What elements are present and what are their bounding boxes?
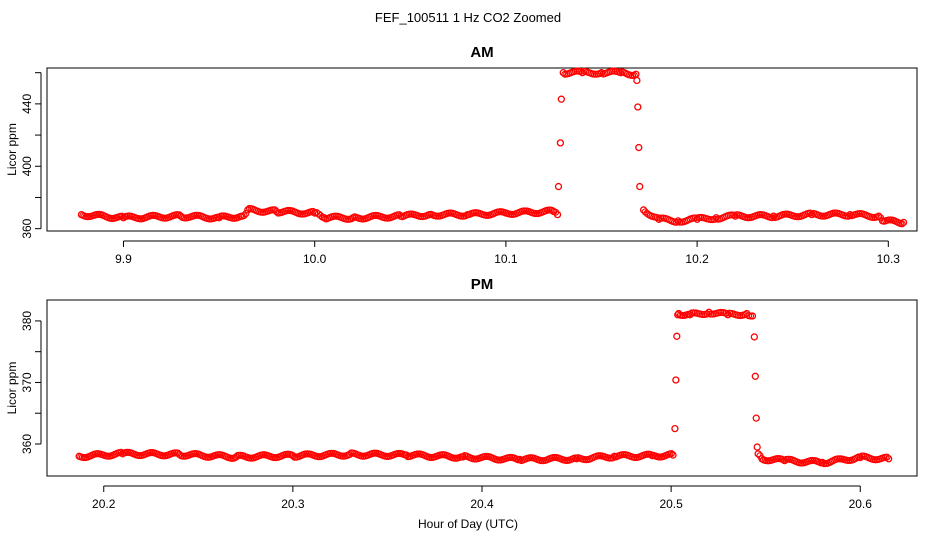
data-point bbox=[752, 414, 760, 422]
data-point bbox=[672, 376, 680, 384]
data-point bbox=[753, 443, 761, 451]
data-point bbox=[552, 208, 560, 216]
data-point bbox=[671, 424, 679, 433]
data-point bbox=[817, 459, 825, 467]
x-tick-label: 20.3 bbox=[281, 497, 305, 511]
data-point bbox=[730, 211, 738, 219]
data-point bbox=[722, 309, 730, 317]
y-tick-label: 380 bbox=[20, 311, 34, 331]
y-axis-label: Licor ppm bbox=[5, 123, 19, 176]
data-point bbox=[779, 456, 787, 464]
data-point bbox=[615, 68, 623, 76]
data-point bbox=[213, 213, 221, 221]
y-axis-label: Licor ppm bbox=[5, 362, 19, 415]
data-point bbox=[710, 215, 719, 223]
x-tick-label: 10.2 bbox=[685, 252, 709, 266]
data-point bbox=[855, 453, 863, 461]
data-point bbox=[846, 210, 854, 219]
data-series bbox=[75, 308, 893, 468]
data-point bbox=[242, 210, 250, 218]
plot-frame bbox=[46, 299, 918, 477]
data-point bbox=[424, 211, 432, 219]
data-point bbox=[653, 214, 661, 222]
y-tick-label: 440 bbox=[20, 94, 34, 114]
data-point bbox=[500, 208, 508, 216]
data-point bbox=[673, 332, 681, 340]
x-tick-label: 9.9 bbox=[115, 252, 132, 266]
data-point bbox=[636, 182, 644, 191]
x-tick-label: 20.2 bbox=[92, 497, 116, 511]
data-point bbox=[236, 212, 244, 220]
data-point bbox=[571, 454, 579, 462]
x-tick-label: 20.5 bbox=[659, 497, 683, 511]
figure-title: FEF_100511 1 Hz CO2 Zoomed bbox=[375, 10, 561, 25]
data-point bbox=[883, 453, 891, 461]
data-point bbox=[691, 214, 699, 222]
data-point bbox=[634, 103, 642, 111]
x-tick-label: 20.6 bbox=[849, 497, 873, 511]
plot-frame bbox=[46, 67, 918, 232]
data-point bbox=[751, 372, 759, 380]
data-point bbox=[756, 452, 764, 460]
y-tick-label: 370 bbox=[20, 372, 34, 392]
data-point bbox=[768, 214, 776, 222]
data-point bbox=[577, 68, 585, 76]
data-point bbox=[672, 218, 680, 226]
data-point bbox=[806, 209, 814, 217]
data-point bbox=[556, 139, 565, 147]
y-tick-label: 360 bbox=[20, 218, 34, 238]
data-point bbox=[630, 71, 638, 79]
data-point bbox=[647, 450, 655, 458]
data-point bbox=[884, 455, 893, 463]
data-point bbox=[873, 213, 881, 221]
data-point bbox=[684, 310, 692, 318]
data-point bbox=[754, 450, 762, 458]
x-tick-label: 20.4 bbox=[470, 497, 494, 511]
data-point bbox=[559, 69, 567, 77]
data-point bbox=[731, 212, 740, 220]
x-tick-label: 10.0 bbox=[303, 252, 327, 266]
panel-pm: PM 20.2 20.3 20.4 20.5 20.6 360 370 380 Licor ppm bbox=[5, 276, 918, 511]
data-point bbox=[272, 207, 281, 216]
data-point bbox=[747, 312, 755, 320]
data-point bbox=[596, 69, 604, 78]
data-point bbox=[667, 450, 675, 458]
x-tick-label: 10.1 bbox=[494, 252, 518, 266]
data-point bbox=[635, 143, 643, 152]
x-tick-label: 10.3 bbox=[877, 252, 901, 266]
data-point bbox=[808, 210, 816, 219]
data-point bbox=[316, 211, 324, 220]
data-point bbox=[750, 333, 758, 341]
figure-x-axis-label: Hour of Day (UTC) bbox=[418, 517, 518, 531]
data-point bbox=[844, 212, 852, 220]
data-point bbox=[244, 206, 252, 214]
data-point bbox=[703, 310, 711, 318]
data-point bbox=[554, 182, 563, 191]
data-point bbox=[674, 217, 682, 225]
data-point bbox=[898, 220, 906, 228]
panel-title: PM bbox=[471, 276, 494, 293]
data-series bbox=[77, 67, 908, 228]
data-point bbox=[548, 206, 556, 214]
data-point bbox=[609, 454, 617, 462]
data-point bbox=[240, 212, 248, 220]
data-point bbox=[557, 95, 566, 103]
y-tick-label: 400 bbox=[20, 156, 34, 176]
y-tick-label: 360 bbox=[20, 434, 34, 454]
data-point bbox=[769, 212, 778, 220]
panel-title: AM bbox=[470, 44, 493, 61]
